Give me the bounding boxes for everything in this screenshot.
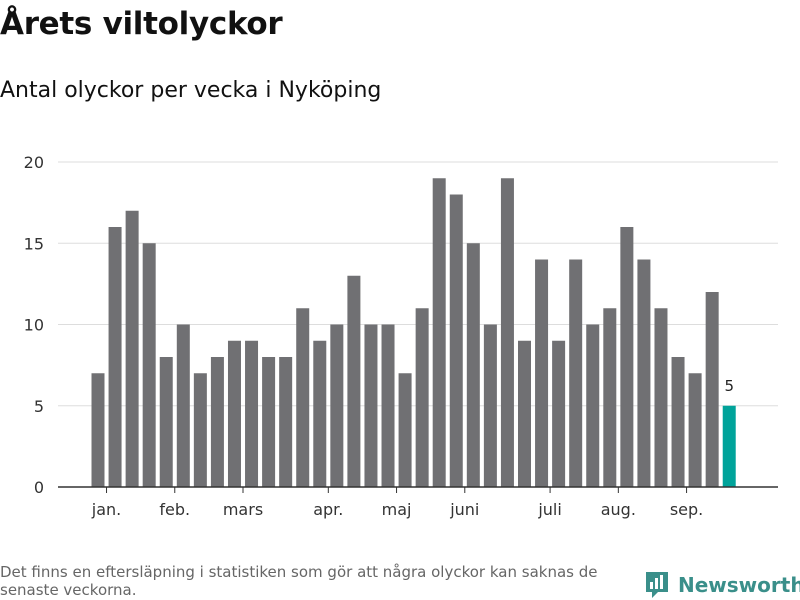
bar — [159, 357, 173, 487]
bar — [313, 340, 327, 487]
bar — [364, 324, 378, 487]
y-tick-label: 10 — [24, 316, 44, 335]
data-label: 5 — [724, 377, 734, 395]
bar — [705, 292, 719, 487]
bar — [245, 340, 259, 487]
bar — [654, 308, 668, 487]
bar — [142, 243, 156, 487]
x-tick-label: feb. — [159, 500, 190, 519]
bar — [91, 373, 105, 487]
bar — [210, 357, 224, 487]
bar — [398, 373, 412, 487]
bar — [586, 324, 600, 487]
chart-subtitle: Antal olyckor per vecka i Nyköping — [0, 78, 382, 103]
bar — [466, 243, 480, 487]
bar — [569, 259, 583, 487]
bar — [176, 324, 190, 487]
bar — [193, 373, 207, 487]
bar — [227, 340, 241, 487]
bar — [688, 373, 702, 487]
x-tick-label: jan. — [91, 500, 121, 519]
y-tick-label: 0 — [34, 478, 44, 497]
bar — [518, 340, 531, 487]
x-tick-label: aug. — [601, 500, 636, 519]
bar — [449, 194, 463, 487]
bar — [432, 178, 446, 487]
data-labels: 5 — [724, 377, 734, 395]
y-tick-label: 20 — [24, 153, 44, 172]
bar — [279, 357, 293, 487]
bar — [620, 227, 634, 487]
x-tick-label: maj — [382, 500, 412, 519]
bar — [125, 210, 139, 487]
bar — [500, 178, 514, 487]
chart-title: Årets viltolyckor — [0, 6, 283, 42]
bar — [415, 308, 429, 487]
x-tick-label: apr. — [313, 500, 343, 519]
y-tick-label: 15 — [24, 234, 44, 253]
brand-name: Newsworthy — [678, 573, 800, 597]
bar — [296, 308, 310, 487]
bar — [262, 357, 276, 487]
bar — [535, 259, 549, 487]
bar — [330, 324, 344, 487]
bars — [91, 178, 736, 487]
x-tick-labels: jan. feb. mars apr. maj juni juli aug. sep. — [91, 500, 703, 519]
bar — [108, 227, 122, 487]
newsworthy-logo-icon — [646, 572, 668, 598]
x-tick-label: mars — [223, 500, 263, 519]
footnote: Det finns en eftersläpning i statistiken… — [0, 563, 598, 599]
bar — [381, 324, 395, 487]
bar — [483, 324, 497, 487]
bar-highlight — [722, 405, 736, 487]
y-tick-label: 5 — [34, 397, 44, 416]
bar — [347, 275, 361, 487]
x-tick-label: juni — [449, 500, 479, 519]
bar — [552, 340, 566, 487]
newsworthy-logo: Newsworthy — [644, 569, 800, 600]
bar — [637, 259, 651, 487]
bar — [671, 357, 685, 487]
x-tick-label: juli — [537, 500, 561, 519]
y-tick-labels: 0 5 10 15 20 — [24, 153, 44, 497]
bar-chart: 0 5 10 15 20 jan. feb. mars apr. maj juni juli aug.… — [24, 153, 778, 519]
x-axis — [58, 486, 778, 493]
x-tick-label: sep. — [670, 500, 703, 519]
bar — [603, 308, 617, 487]
